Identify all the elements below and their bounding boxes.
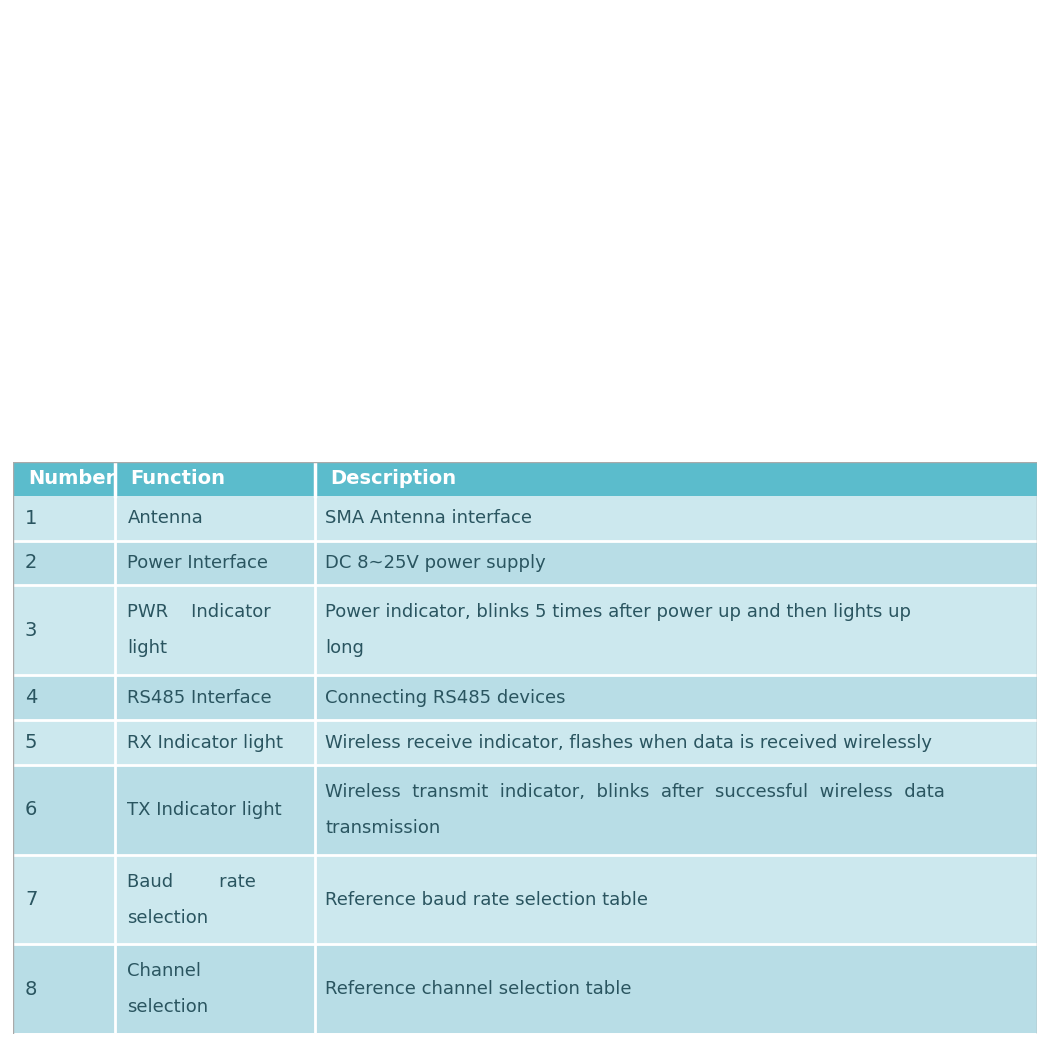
Bar — [13, 586, 1037, 675]
Text: Power Interface: Power Interface — [127, 554, 269, 572]
Text: 2: 2 — [25, 553, 37, 572]
Text: light: light — [127, 639, 167, 657]
Text: Number: Number — [28, 469, 116, 488]
Bar — [13, 765, 1037, 855]
Text: 6: 6 — [25, 800, 37, 819]
Text: TX Indicator light: TX Indicator light — [127, 801, 282, 819]
Bar — [13, 541, 1037, 586]
Text: Connecting RS485 devices: Connecting RS485 devices — [326, 689, 566, 707]
Text: 1: 1 — [25, 508, 37, 527]
Text: transmission: transmission — [326, 819, 440, 837]
Text: Antenna: Antenna — [127, 509, 203, 527]
Bar — [13, 462, 1037, 496]
Bar — [13, 675, 1037, 720]
Text: Wireless receive indicator, flashes when data is received wirelessly: Wireless receive indicator, flashes when… — [326, 734, 932, 752]
Text: 4: 4 — [25, 688, 37, 707]
Text: DC 8~25V power supply: DC 8~25V power supply — [326, 554, 546, 572]
Text: Channel: Channel — [127, 963, 202, 981]
Text: PWR    Indicator: PWR Indicator — [127, 604, 271, 622]
Bar — [13, 855, 1037, 945]
Text: 7: 7 — [25, 890, 37, 909]
Text: 8: 8 — [25, 980, 37, 999]
Text: RS485 Interface: RS485 Interface — [127, 689, 272, 707]
Text: Power indicator, blinks 5 times after power up and then lights up: Power indicator, blinks 5 times after po… — [326, 604, 911, 622]
Text: Reference channel selection table: Reference channel selection table — [326, 981, 632, 999]
Text: Reference baud rate selection table: Reference baud rate selection table — [326, 890, 648, 908]
Text: selection: selection — [127, 908, 209, 926]
Text: RX Indicator light: RX Indicator light — [127, 734, 284, 752]
Text: 3: 3 — [25, 621, 37, 639]
Bar — [13, 496, 1037, 541]
Bar — [13, 720, 1037, 765]
Text: selection: selection — [127, 999, 209, 1016]
Text: Function: Function — [130, 469, 226, 488]
Text: SMA Antenna interface: SMA Antenna interface — [326, 509, 532, 527]
Text: 5: 5 — [25, 733, 38, 752]
Text: Baud        rate: Baud rate — [127, 873, 256, 890]
Text: long: long — [326, 639, 364, 657]
Text: Wireless  transmit  indicator,  blinks  after  successful  wireless  data: Wireless transmit indicator, blinks afte… — [326, 783, 945, 801]
Text: Description: Description — [331, 469, 457, 488]
Bar — [13, 945, 1037, 1034]
